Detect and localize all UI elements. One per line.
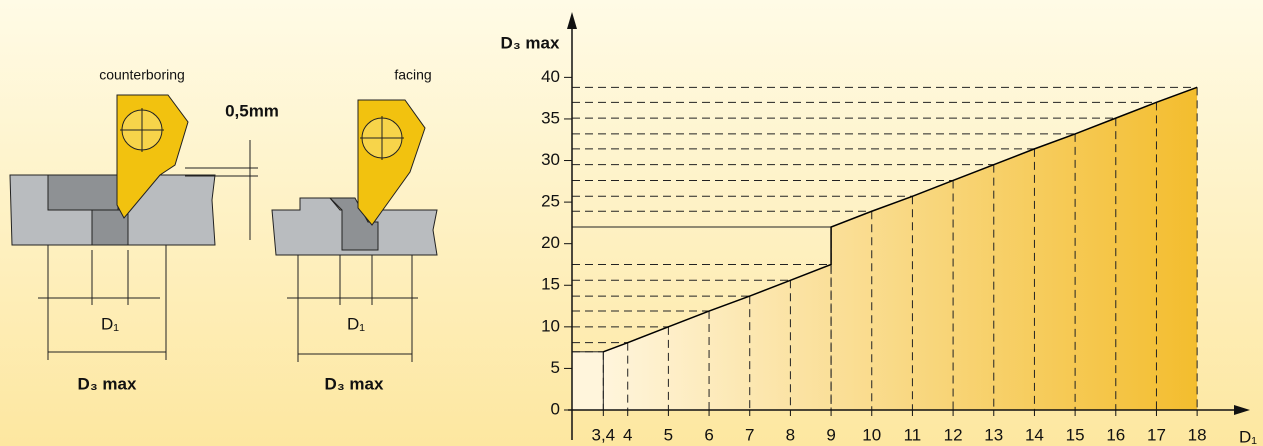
x-axis-label: D₁ (1239, 427, 1257, 446)
x-tick-label: 5 (664, 425, 673, 444)
x-tick-label: 3,4 (591, 425, 615, 444)
x-tick-label: 18 (1188, 425, 1207, 444)
facing-figure (271, 99, 438, 362)
d1-label: D₁ (101, 314, 119, 333)
d1-label: D₁ (347, 314, 365, 333)
x-tick-label: 14 (1025, 425, 1044, 444)
y-tick-label: 20 (541, 233, 560, 252)
x-tick-label: 9 (826, 425, 835, 444)
x-arrow (1234, 405, 1250, 415)
y-axis-label: D₃ max (501, 33, 560, 52)
y-tick-label: 25 (541, 192, 560, 211)
x-tick-label: 13 (984, 425, 1003, 444)
y-tick-label: 5 (551, 358, 560, 377)
y-arrow (567, 12, 577, 29)
y-tick-label: 0 (551, 399, 560, 418)
figure-label: facing (394, 67, 431, 83)
x-tick-label: 4 (623, 425, 632, 444)
y-tick-label: 15 (541, 275, 560, 294)
plateau (571, 351, 604, 411)
d3-label: D₃ max (325, 374, 384, 393)
figure-label: counterboring (99, 67, 185, 83)
area (603, 87, 1198, 411)
y-tick-label: 10 (541, 316, 560, 335)
x-tick-label: 7 (745, 425, 754, 444)
x-tick-label: 8 (786, 425, 795, 444)
y-tick-label: 30 (541, 150, 560, 169)
counterboring-figure (9, 94, 258, 360)
x-tick-label: 10 (862, 425, 881, 444)
y-tick-label: 35 (541, 108, 560, 127)
boundary-line (603, 86, 1198, 353)
x-tick-label: 17 (1147, 425, 1166, 444)
x-tick-label: 6 (704, 425, 713, 444)
d3-label: D₃ max (78, 374, 137, 393)
y-tick-label: 40 (541, 67, 560, 86)
x-tick-label: 16 (1106, 425, 1125, 444)
x-tick-label: 15 (1066, 425, 1085, 444)
x-tick-label: 11 (904, 425, 922, 444)
dimension-label: 0,5mm (225, 101, 279, 120)
x-tick-label: 12 (944, 425, 963, 444)
